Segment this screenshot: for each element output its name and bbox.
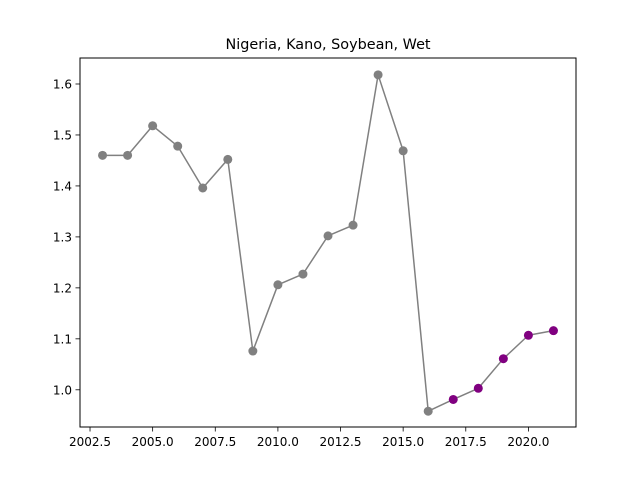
highlighted-data-point (473, 383, 483, 393)
data-point (273, 280, 283, 290)
y-tick-label: 1.6 (53, 77, 72, 91)
data-point (398, 146, 408, 156)
highlighted-data-point (548, 326, 558, 336)
data-point (348, 220, 358, 230)
x-tick-label: 2020.0 (507, 435, 549, 449)
data-point (198, 183, 208, 193)
y-tick-label: 1.1 (53, 332, 72, 346)
data-point (323, 231, 333, 241)
chart-title: Nigeria, Kano, Soybean, Wet (225, 37, 430, 53)
data-point (148, 121, 158, 131)
y-axis: 1.0 1.1 1.2 1.3 1.4 1.5 1.6 (53, 77, 80, 397)
highlighted-data-point (498, 354, 508, 364)
highlighted-data-point (523, 330, 533, 340)
x-tick-label: 2017.5 (445, 435, 487, 449)
data-point (98, 150, 108, 160)
plot-area-frame (79, 57, 577, 428)
data-point (223, 154, 233, 164)
data-point (373, 70, 383, 80)
x-tick-label: 2012.5 (320, 435, 362, 449)
y-tick-label: 1.2 (53, 281, 72, 295)
data-point (248, 346, 258, 356)
x-tick-label: 2010.0 (257, 435, 299, 449)
y-tick-label: 1.5 (53, 128, 72, 142)
data-point (123, 150, 133, 160)
x-tick-label: 2015.0 (382, 435, 424, 449)
y-tick-label: 1.3 (53, 230, 72, 244)
x-tick-label: 2005.0 (132, 435, 174, 449)
data-point (298, 269, 308, 279)
series-layer (98, 70, 558, 416)
y-tick-label: 1.4 (53, 179, 72, 193)
data-point (423, 406, 433, 416)
y-tick-label: 1.0 (53, 383, 72, 397)
x-tick-label: 2002.5 (69, 435, 111, 449)
highlighted-data-point (448, 394, 458, 404)
x-tick-label: 2007.5 (194, 435, 236, 449)
data-point (173, 141, 183, 151)
x-axis: 2002.5 2005.0 2007.5 2010.0 2012.5 2015.0 2017… (69, 427, 549, 449)
